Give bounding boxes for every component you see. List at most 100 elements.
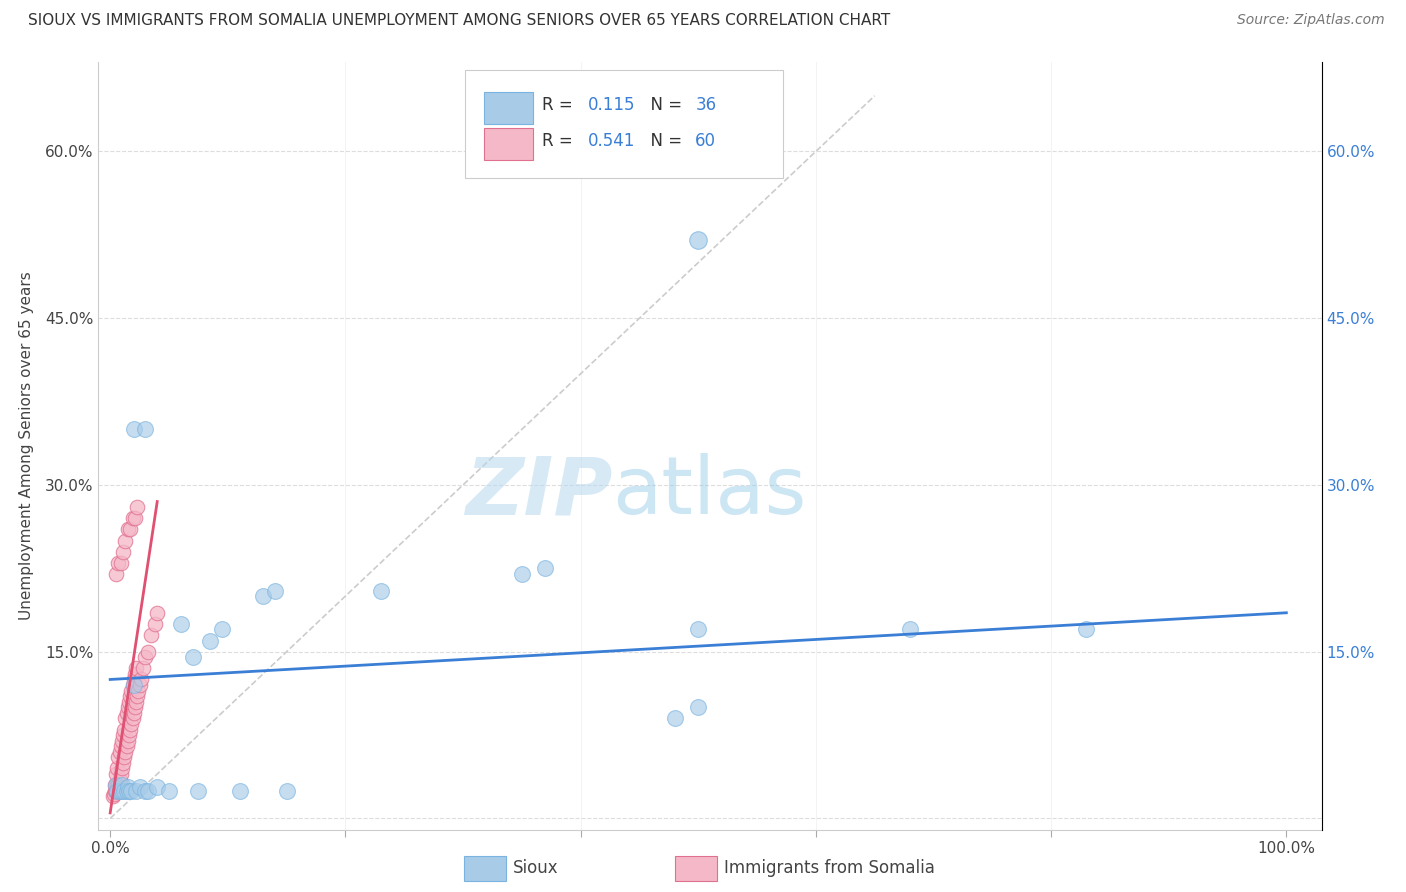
Point [112, 723, 135, 737]
Point [132, 661, 155, 675]
Point [108, 745, 131, 759]
Point [120, 522, 142, 536]
Point [110, 767, 132, 781]
Point [108, 783, 131, 797]
Point [117, 780, 139, 795]
Point [121, 511, 143, 525]
Y-axis label: Unemployment Among Seniors over 65 years: Unemployment Among Seniors over 65 years [18, 272, 34, 620]
Point [688, 623, 710, 637]
Point [122, 706, 145, 720]
Point [112, 728, 135, 742]
Point [112, 783, 135, 797]
Text: R =: R = [543, 95, 578, 113]
Point [114, 533, 136, 548]
Point [141, 628, 163, 642]
Point [120, 683, 142, 698]
Point [124, 700, 146, 714]
Point [146, 606, 169, 620]
Point [104, 783, 127, 797]
Point [263, 583, 285, 598]
Point [118, 728, 141, 742]
Point [105, 783, 128, 797]
Point [134, 422, 156, 436]
Point [688, 233, 710, 247]
FancyBboxPatch shape [484, 128, 533, 160]
Text: N =: N = [640, 132, 688, 150]
Point [127, 500, 149, 515]
Point [134, 650, 156, 665]
Point [118, 695, 141, 709]
Point [128, 780, 150, 795]
Point [115, 739, 138, 754]
Point [688, 700, 710, 714]
Point [129, 673, 152, 687]
Text: SIOUX VS IMMIGRANTS FROM SOMALIA UNEMPLOYMENT AMONG SENIORS OVER 65 YEARS CORREL: SIOUX VS IMMIGRANTS FROM SOMALIA UNEMPLO… [28, 13, 890, 29]
Point [898, 623, 921, 637]
Point [110, 739, 132, 754]
Point [122, 678, 145, 692]
Text: Immigrants from Somalia: Immigrants from Somalia [724, 859, 935, 877]
Point [114, 711, 136, 725]
Point [117, 733, 139, 747]
Point [105, 778, 128, 792]
Point [510, 566, 533, 581]
Point [111, 778, 134, 792]
Point [125, 695, 148, 709]
Point [228, 783, 250, 797]
Point [370, 583, 392, 598]
Point [127, 689, 149, 703]
Point [187, 783, 209, 797]
Text: 0.541: 0.541 [588, 132, 636, 150]
Point [105, 566, 128, 581]
Point [111, 783, 134, 797]
Point [124, 511, 146, 525]
Point [105, 761, 128, 775]
Point [128, 678, 150, 692]
Point [120, 717, 142, 731]
Point [105, 783, 128, 797]
Point [112, 750, 135, 764]
Point [198, 633, 221, 648]
Point [157, 783, 180, 797]
Point [118, 783, 141, 797]
Point [107, 556, 129, 570]
Point [103, 787, 125, 801]
Point [108, 772, 131, 787]
Point [104, 778, 127, 792]
Text: N =: N = [640, 95, 688, 113]
Point [211, 623, 233, 637]
FancyBboxPatch shape [465, 70, 783, 178]
Point [1076, 623, 1098, 637]
Point [122, 422, 145, 436]
Text: 60: 60 [696, 132, 716, 150]
FancyBboxPatch shape [484, 92, 533, 124]
Text: Source: ZipAtlas.com: Source: ZipAtlas.com [1237, 13, 1385, 28]
Point [124, 667, 146, 681]
Text: 0.115: 0.115 [588, 95, 636, 113]
Point [115, 706, 138, 720]
Point [115, 783, 138, 797]
Text: R =: R = [543, 132, 578, 150]
Point [117, 522, 139, 536]
Point [534, 561, 557, 575]
Text: ZIP: ZIP [465, 453, 612, 531]
Point [120, 783, 142, 797]
Text: Sioux: Sioux [513, 859, 558, 877]
Point [121, 678, 143, 692]
Text: 36: 36 [696, 95, 717, 113]
Point [664, 711, 686, 725]
Point [125, 661, 148, 675]
Point [146, 780, 169, 795]
Point [252, 589, 274, 603]
Point [101, 789, 124, 804]
Point [170, 616, 193, 631]
Point [181, 650, 204, 665]
Point [111, 733, 134, 747]
Point [276, 783, 298, 797]
Point [136, 645, 159, 659]
Point [112, 756, 135, 770]
Point [136, 783, 159, 797]
Point [121, 711, 143, 725]
Point [112, 544, 135, 558]
Point [143, 616, 166, 631]
